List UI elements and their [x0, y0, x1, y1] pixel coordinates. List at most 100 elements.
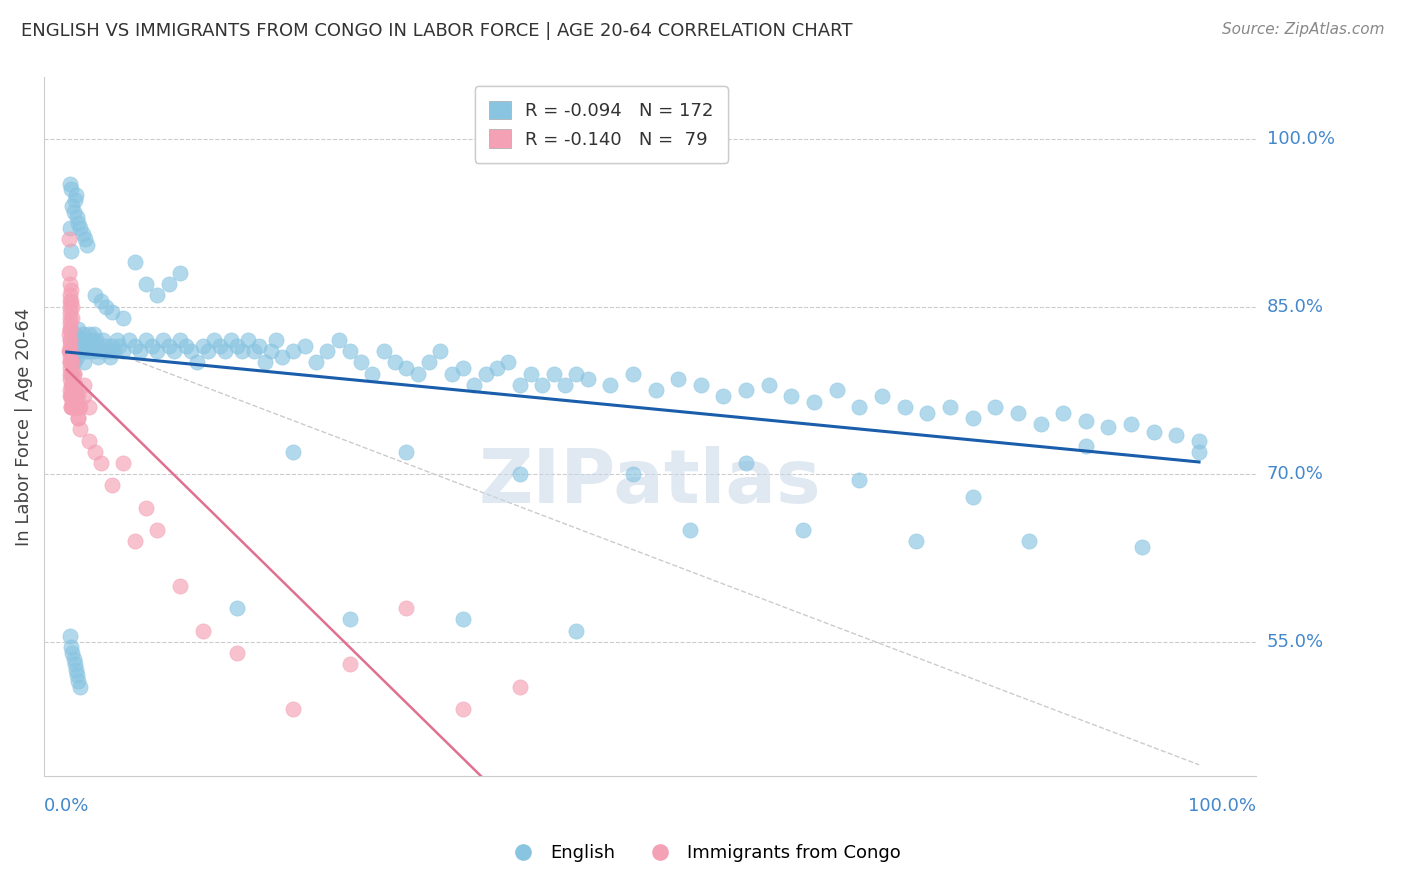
Point [59, 384, 82, 398]
Point [146, 344, 169, 359]
Point [73, 377, 96, 392]
Point [62, 377, 84, 392]
Point [904, 534, 927, 549]
Point [395, 601, 418, 615]
Point [59, 322, 82, 336]
Point [62, 204, 84, 219]
Point [191, 624, 214, 638]
Point [82, 339, 104, 353]
Point [66, 350, 89, 364]
Point [72, 227, 94, 241]
Point [62, 394, 84, 409]
Point [1029, 417, 1052, 431]
Point [84, 333, 107, 347]
Point [79, 400, 101, 414]
Point [1007, 406, 1029, 420]
Point [305, 355, 328, 369]
Point [67, 322, 90, 336]
Point [395, 445, 418, 459]
Point [59, 177, 82, 191]
Point [361, 367, 384, 381]
Point [406, 367, 429, 381]
Point [474, 367, 496, 381]
Point [62, 646, 84, 660]
Point [283, 344, 305, 359]
Point [169, 333, 191, 347]
Point [135, 277, 157, 292]
Point [1188, 434, 1211, 448]
Point [59, 333, 82, 347]
Point [59, 344, 82, 359]
Point [65, 400, 87, 414]
Point [395, 361, 418, 376]
Point [67, 411, 90, 425]
Point [59, 333, 82, 347]
Point [917, 406, 939, 420]
Point [509, 680, 531, 694]
Point [124, 255, 146, 269]
Point [63, 377, 86, 392]
Point [63, 194, 86, 208]
Point [65, 187, 87, 202]
Point [58, 327, 80, 342]
Point [70, 339, 93, 353]
Point [1018, 534, 1040, 549]
Point [565, 624, 588, 638]
Point [621, 467, 644, 482]
Point [59, 221, 82, 235]
Point [91, 333, 114, 347]
Point [112, 456, 135, 470]
Point [146, 523, 169, 537]
Point [59, 293, 82, 308]
Point [101, 478, 124, 492]
Point [66, 400, 89, 414]
Point [65, 339, 87, 353]
Point [231, 344, 253, 359]
Point [98, 350, 121, 364]
Point [135, 333, 157, 347]
Point [1074, 413, 1097, 427]
Point [509, 377, 531, 392]
Point [1119, 417, 1142, 431]
Point [146, 288, 169, 302]
Point [576, 372, 599, 386]
Point [758, 377, 780, 392]
Point [108, 339, 131, 353]
Point [59, 629, 82, 643]
Point [79, 327, 101, 342]
Point [135, 500, 157, 515]
Point [101, 305, 124, 319]
Point [225, 601, 247, 615]
Point [373, 344, 395, 359]
Point [87, 350, 110, 364]
Point [328, 333, 350, 347]
Point [543, 367, 565, 381]
Text: 0.0%: 0.0% [44, 797, 90, 815]
Point [962, 411, 984, 425]
Point [1097, 420, 1119, 434]
Point [984, 400, 1007, 414]
Point [644, 384, 666, 398]
Point [59, 372, 82, 386]
Point [77, 339, 100, 353]
Point [870, 389, 893, 403]
Point [62, 367, 84, 381]
Point [214, 344, 236, 359]
Point [67, 673, 90, 688]
Point [69, 400, 91, 414]
Point [440, 367, 463, 381]
Point [283, 445, 305, 459]
Point [124, 339, 146, 353]
Point [63, 327, 86, 342]
Point [59, 344, 82, 359]
Point [486, 361, 509, 376]
Point [451, 612, 474, 626]
Point [90, 456, 112, 470]
Point [247, 339, 270, 353]
Point [59, 277, 82, 292]
Point [62, 310, 84, 325]
Point [59, 300, 82, 314]
Point [208, 339, 231, 353]
Point [264, 333, 287, 347]
Point [60, 377, 83, 392]
